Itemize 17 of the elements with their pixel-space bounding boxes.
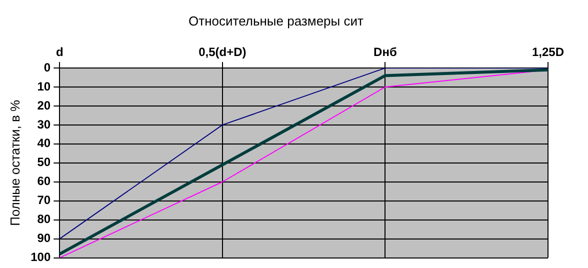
- y-tick-label: 100: [30, 250, 51, 264]
- x-tick-label: Dнб: [374, 45, 397, 60]
- y-tick-label: 80: [37, 212, 51, 226]
- y-tick-label: 10: [37, 79, 51, 94]
- x-tick-label: d: [56, 45, 64, 60]
- y-tick-label: 40: [37, 136, 51, 150]
- chart-title: Относительные размеры сит: [188, 13, 364, 28]
- y-tick-label: 60: [37, 174, 51, 188]
- y-axis-title: Полные остатки, в %: [7, 100, 22, 226]
- x-tick-label: 0,5(d+D): [198, 45, 246, 60]
- y-tick-label: 50: [37, 155, 51, 170]
- x-tick-label: 1,25D: [532, 45, 564, 60]
- y-tick-label: 90: [37, 231, 51, 246]
- y-tick-label: 0: [44, 60, 51, 74]
- y-tick-label: 20: [37, 98, 51, 112]
- y-tick-label: 70: [37, 193, 51, 208]
- y-tick-label: 30: [37, 117, 51, 132]
